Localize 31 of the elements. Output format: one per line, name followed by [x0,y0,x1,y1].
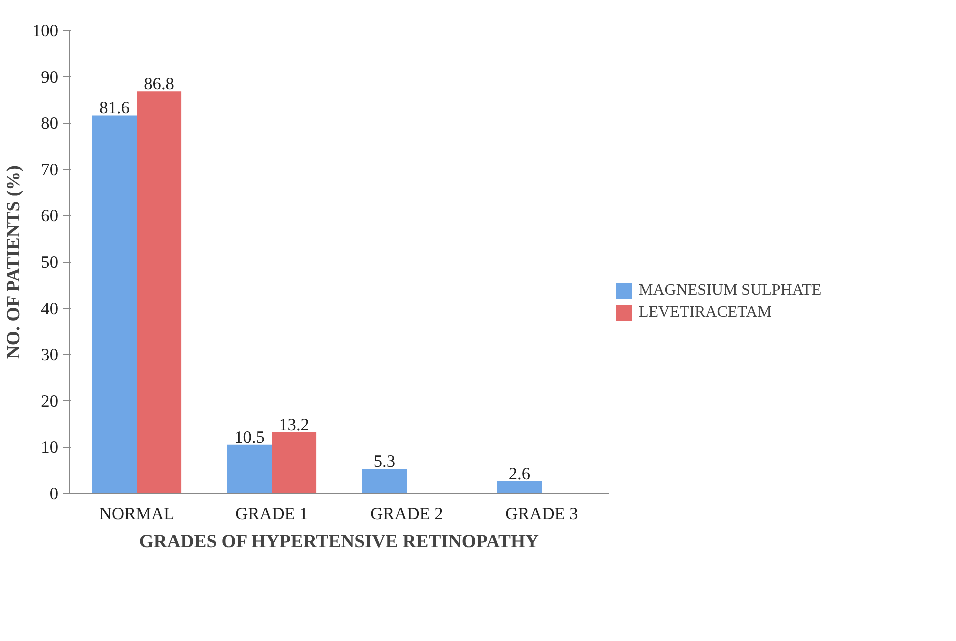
data-label: 86.8 [144,74,174,94]
y-tick-label: 100 [32,22,59,40]
x-tick-label: GRADE 2 [370,504,444,524]
data-label: 13.2 [279,415,310,434]
bar [137,92,182,494]
x-tick-label: GRADE 1 [236,504,308,524]
y-tick-label: 40 [41,299,58,318]
legend-label: MAGNESIUM SULPHATE [639,282,822,300]
y-tick-label: 80 [41,114,58,134]
data-label: 5.3 [374,452,396,471]
y-axis-title: NO. OF PATIENTS (%) [4,166,25,360]
y-tick-label: 10 [41,438,58,458]
y-tick-label: 50 [41,253,58,272]
y-tick-label: 0 [50,484,59,504]
y-tick-label: 30 [41,346,58,365]
bar [362,468,407,494]
x-axis-title: GRADES OF HYPERTENSIVE RETINOPATHY [139,532,540,552]
bar [497,481,542,494]
x-tick-label: NORMAL [99,504,175,524]
data-label: 2.6 [508,464,531,484]
bar [92,116,137,494]
legend-label: LEVETIRACETAM [639,304,772,322]
x-tick-label: GRADE 3 [506,504,578,524]
y-tick-label: 20 [41,392,58,411]
y-tick-label: 90 [41,68,58,87]
bar [272,432,317,494]
y-tick-label: 70 [41,160,58,180]
y-tick-label: 60 [41,206,58,226]
bar [227,444,272,494]
data-label: 10.5 [234,428,265,447]
data-label: 81.6 [100,98,130,118]
